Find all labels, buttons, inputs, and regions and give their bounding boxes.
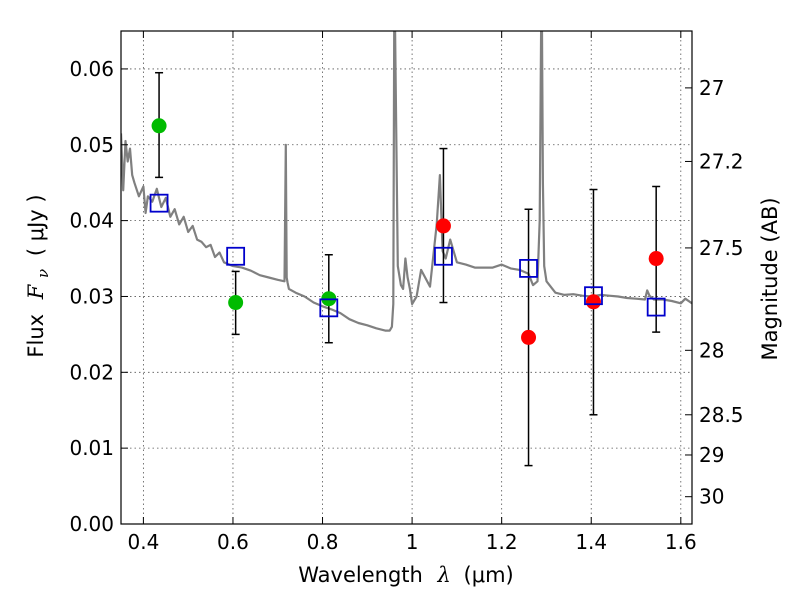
model-bandpass-square: [434, 246, 453, 266]
y2-tick-label: 27.2: [699, 149, 744, 173]
x-tick-label: 1.6: [665, 530, 697, 554]
x-axis-label: Wavelength λ (μm): [298, 563, 513, 587]
y-tick-label: 0.02: [69, 360, 114, 384]
y-tick-label: 0.04: [69, 209, 114, 233]
y2-tick-label: 29: [699, 443, 724, 467]
y2-tick-label: 28: [699, 338, 724, 362]
model-bandpass-square: [584, 286, 603, 306]
green-data-point: [228, 295, 244, 311]
plot-frame: [120, 30, 693, 525]
red-data-point: [435, 218, 451, 234]
green-data-point: [151, 118, 167, 134]
red-data-point: [521, 329, 537, 345]
y2-axis-label: Magnitude (AB): [758, 197, 782, 360]
red-data-point: [648, 251, 664, 267]
y2-tick-label: 30: [699, 485, 724, 509]
y-tick-label: 0.06: [69, 57, 114, 81]
y-tick-label: 0.03: [69, 284, 114, 308]
x-tick-label: 0.4: [127, 530, 159, 554]
model-bandpass-square: [519, 258, 538, 278]
y2-tick-label: 27: [699, 76, 724, 100]
x-tick-label: 1.4: [575, 530, 607, 554]
x-tick-label: 1: [406, 530, 419, 554]
y-tick-label: 0.01: [69, 436, 114, 460]
x-tick-label: 0.6: [217, 530, 249, 554]
y2-tick-label: 28.5: [699, 403, 744, 427]
grid: [121, 31, 692, 525]
data-markers: [149, 118, 666, 345]
model-bandpass-square: [149, 193, 169, 213]
model-bandpass-square: [319, 298, 339, 318]
x-tick-label: 1.2: [486, 530, 518, 554]
model-bandpass-square: [226, 246, 246, 266]
red-data-point: [585, 294, 601, 310]
ticks: 0.4 0.6 0.8 1 1.2 1.4 1.6 0.00 0.01 0.02 0.03 0.04 0…: [69, 31, 744, 554]
model-spectrum: [121, 31, 692, 332]
model-spectrum-line: [121, 31, 692, 332]
y-axis-label: Flux F ν ( μJy ): [24, 194, 53, 357]
y-tick-label: 0.05: [69, 133, 114, 157]
model-bandpass-square: [646, 297, 666, 317]
y-tick-label: 0.00: [69, 512, 114, 536]
y2-tick-label: 27.5: [699, 236, 744, 260]
x-tick-label: 0.8: [307, 530, 339, 554]
